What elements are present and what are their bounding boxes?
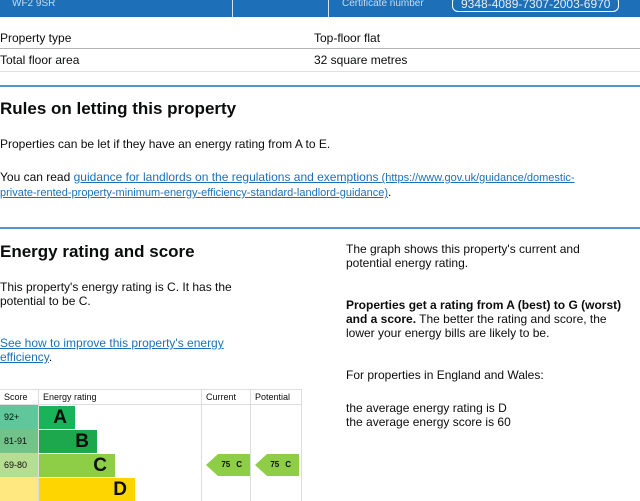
link-url: (https://www.gov.uk/guidance/domestic- <box>378 172 575 184</box>
potential-cell <box>250 477 302 501</box>
letting-text: Properties can be let if they have an en… <box>0 137 331 151</box>
certificate-number: 9348-4089-7307-2003-6970 <box>452 0 620 12</box>
divider <box>232 0 233 17</box>
current-letter: C <box>236 460 242 469</box>
link-text: guidance for landlords on the regulation… <box>73 170 379 184</box>
band-bar-a: A <box>39 405 75 429</box>
text: You can read <box>0 170 74 184</box>
band-bar-d: D <box>39 477 135 501</box>
potential-header: Potential <box>250 389 302 405</box>
improve-efficiency-link[interactable]: See how to improve this property's energ… <box>0 336 224 364</box>
current-header: Current <box>201 389 251 405</box>
band-score: 69-80 <box>0 453 39 477</box>
band-cell: D <box>38 477 202 501</box>
current-cell <box>201 404 251 429</box>
band-cell: B <box>38 429 202 453</box>
region-text: For properties in England and Wales: <box>346 368 544 382</box>
section-divider <box>0 85 640 87</box>
band-score: 81-91 <box>0 429 39 453</box>
potential-cell <box>250 429 302 453</box>
divider <box>0 48 640 49</box>
band-row: 69-80 C 75 C 75 C <box>0 453 302 477</box>
text: The better the rating and score, the low… <box>346 312 607 340</box>
average-score: the average energy score is 60 <box>346 415 511 429</box>
current-cell: 75 C <box>201 453 251 477</box>
bold-text: Properties get a rating from A (best) to… <box>346 298 622 326</box>
rating-explanation: Properties get a rating from A (best) to… <box>346 298 638 340</box>
graph-description: The graph shows this property's current … <box>346 242 580 270</box>
average-rating: the average energy rating is D <box>346 401 507 415</box>
potential-letter: C <box>285 460 291 469</box>
postcode: WF2 9SR <box>12 0 56 9</box>
certificate-header-band: WF2 9SR Certificate number 9348-4089-730… <box>0 0 640 17</box>
current-cell <box>201 429 251 453</box>
potential-rating-arrow: 75 C <box>255 454 299 476</box>
score-header: Score <box>0 389 39 405</box>
property-type-value: Top-floor flat <box>314 31 381 45</box>
band-bar-c: C <box>39 453 115 477</box>
band-row: 81-91 B <box>0 429 302 453</box>
text: . <box>388 185 392 199</box>
letting-heading: Rules on letting this property <box>0 99 237 118</box>
text: . <box>48 350 53 364</box>
energy-rating-chart: Score Energy rating Current Potential 92… <box>0 389 302 501</box>
energy-rating-text: This property's energy rating is C. It h… <box>0 280 232 308</box>
divider <box>0 71 640 72</box>
section-divider <box>0 227 640 229</box>
letting-guidance-text: You can read guidance for landlords on t… <box>0 170 620 200</box>
link-url: private-rented-property-minimum-energy-e… <box>0 187 389 199</box>
band-cell: C <box>38 453 202 477</box>
band-score: 92+ <box>0 404 39 429</box>
band-row: 92+ A <box>0 404 302 429</box>
floor-area-label: Total floor area <box>0 53 80 67</box>
divider <box>328 0 329 17</box>
current-score: 75 <box>221 460 231 469</box>
rating-header: Energy rating <box>38 389 202 405</box>
certificate-label: Certificate number <box>342 0 424 9</box>
band-score <box>0 477 39 501</box>
landlord-guidance-link[interactable]: guidance for landlords on the regulation… <box>0 170 575 199</box>
potential-cell: 75 C <box>250 453 302 477</box>
floor-area-value: 32 square metres <box>314 53 408 67</box>
current-cell <box>201 477 251 501</box>
band-bar-b: B <box>39 429 97 453</box>
property-type-label: Property type <box>0 31 72 45</box>
potential-score: 75 <box>270 460 280 469</box>
improve-text: See how to improve this property's energ… <box>0 336 250 364</box>
band-cell: A <box>38 404 202 429</box>
current-rating-arrow: 75 C <box>206 454 250 476</box>
energy-heading: Energy rating and score <box>0 242 195 261</box>
band-row: D <box>0 477 302 501</box>
potential-cell <box>250 404 302 429</box>
